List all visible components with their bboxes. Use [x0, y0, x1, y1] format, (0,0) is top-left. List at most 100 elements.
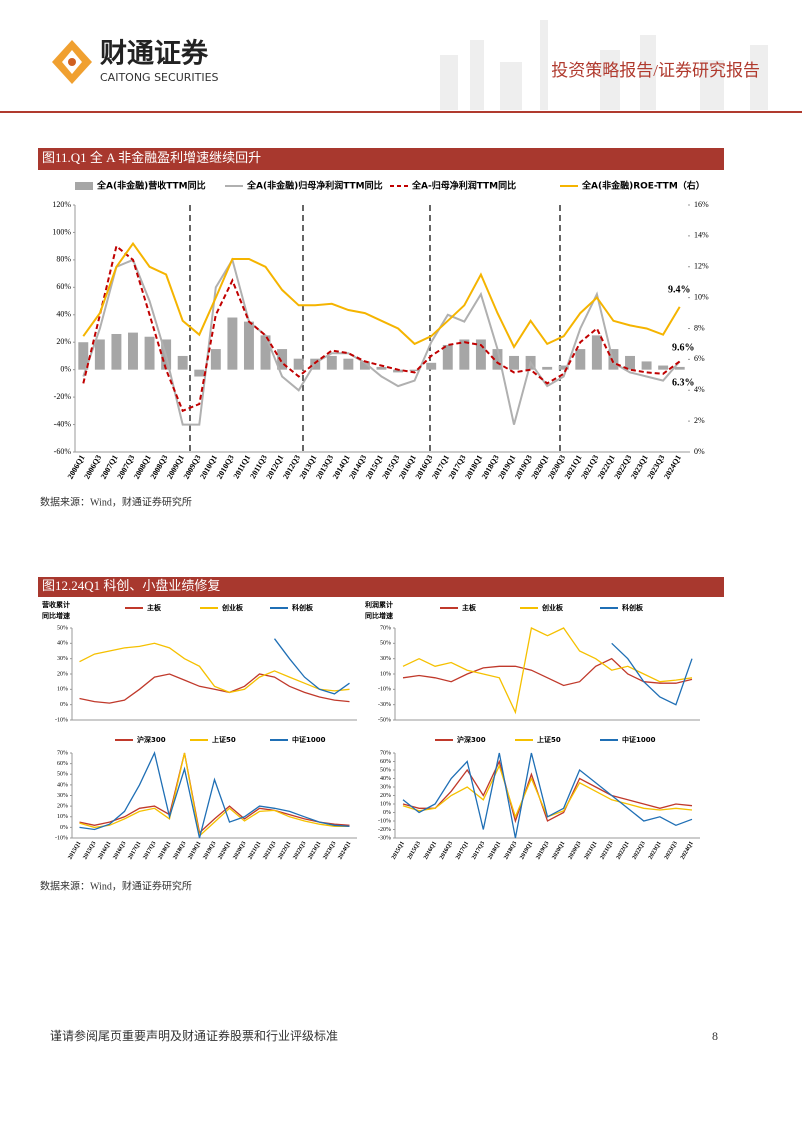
skyline — [440, 20, 768, 110]
x-tick-label: 2016Q1 — [423, 841, 438, 861]
bar — [591, 335, 602, 370]
y-axis-label: 利润累计 — [365, 600, 393, 609]
legend-label: 全A(非金融)ROE-TTM（右） — [581, 180, 705, 192]
line — [402, 764, 693, 819]
chart: -60% -40% -20% 0% 20% 40% 60% 80% 100% 120% 0% 2% 4%… — [52, 180, 709, 481]
bar — [359, 361, 370, 370]
y-tick-label: 10% — [57, 687, 68, 693]
bar — [509, 355, 520, 370]
x-tick-label: 2016Q3 — [112, 841, 127, 861]
y2-tick-label: 0% — [694, 447, 705, 456]
legend-label: 全A(非金融)归母净利润TTM同比 — [246, 180, 383, 192]
line — [402, 657, 693, 687]
legend-label: 创业板 — [541, 603, 564, 612]
x-tick-label: 2015Q1 — [67, 841, 82, 861]
y-tick-label: 30% — [57, 793, 68, 799]
bar — [492, 349, 503, 370]
brand: 财通证券 — [100, 38, 209, 70]
annotation: 9.4% — [668, 284, 691, 295]
y-tick-label: 40% — [56, 310, 71, 319]
x-tick-label: 2022Q3 — [292, 841, 307, 861]
bar — [243, 321, 254, 370]
y-tick-label: 60% — [380, 759, 391, 765]
bar — [343, 358, 354, 370]
x-tick-label: 2018Q3 — [172, 841, 187, 861]
legend-label: 全A-归母净利润TTM同比 — [411, 180, 516, 192]
bar — [542, 366, 553, 370]
x-tick-label: 2024Q1 — [337, 841, 352, 861]
y-tick-label: -20% — [378, 827, 391, 833]
caption-bar — [38, 577, 724, 597]
x-tick-label: 2023Q1 — [307, 841, 322, 861]
x-tick-label: 2022Q1 — [616, 841, 631, 861]
y-tick-label: 0% — [60, 825, 68, 831]
line — [79, 752, 350, 838]
bar — [194, 369, 205, 377]
figure-source: 数据来源：Wind，财通证券研究所 — [40, 495, 192, 508]
x-tick-label: 2020Q1 — [217, 841, 232, 861]
bar — [177, 355, 188, 370]
y-tick-label: 100% — [52, 227, 71, 236]
y-tick-label: 10% — [380, 671, 391, 677]
figure-source: 数据来源：Wind，财通证券研究所 — [40, 879, 192, 892]
x-tick-label: 2021Q3 — [600, 841, 615, 861]
bar — [94, 339, 105, 370]
annotation: 6.3% — [672, 377, 695, 388]
bar — [575, 349, 586, 370]
legend-swatch — [75, 182, 93, 190]
x-tick-label: 2019Q1 — [519, 841, 534, 861]
legend-label: 科创板 — [292, 603, 314, 612]
y2-tick-label: 2% — [694, 416, 705, 425]
y-tick-label: 70% — [380, 625, 391, 631]
y-tick-label: 50% — [57, 772, 68, 778]
y-tick-label: 50% — [380, 767, 391, 773]
figure-caption: 图12.24Q1 科创、小盘业绩修复 — [42, 578, 220, 593]
x-tick-label: 2018Q1 — [487, 841, 502, 861]
line — [273, 638, 350, 695]
caption-bar — [38, 148, 724, 170]
y-tick-label: 10% — [380, 801, 391, 807]
bar — [475, 339, 486, 370]
legend-label: 上证50 — [537, 735, 561, 744]
line — [402, 752, 693, 839]
x-tick-label: 2018Q3 — [503, 841, 518, 861]
bar — [210, 349, 221, 370]
x-tick-label: 2019Q3 — [202, 841, 217, 861]
legend-label: 主板 — [147, 603, 162, 612]
bar — [625, 355, 635, 370]
brand-en: CAITONG SECURITIES — [100, 71, 219, 84]
y-tick-label: 20% — [57, 804, 68, 810]
logo — [52, 40, 92, 84]
x-tick-label: 2016Q3 — [439, 841, 454, 861]
y-tick-label: 10% — [57, 814, 68, 820]
y-tick-label: 70% — [380, 750, 391, 756]
y-tick-label: 30% — [380, 784, 391, 790]
x-tick-label: 2022Q1 — [277, 841, 292, 861]
y-tick-label: 20% — [380, 793, 391, 799]
bar — [293, 358, 304, 370]
y-tick-label: -60% — [54, 447, 72, 456]
y-tick-label: -10% — [378, 818, 391, 824]
bar — [442, 344, 453, 370]
legend-label: 沪深300 — [137, 735, 166, 744]
y-tick-label: -50% — [378, 717, 391, 723]
chart: -10%0%10%20%30%40%50%60%70%2015Q1 2015Q3 2… — [55, 735, 357, 861]
y-tick-label: 120% — [52, 200, 71, 209]
chart: -30% -20% -10% 0% 10% 20% 30% 40% 50% 60% 70% 2015Q… — [378, 735, 700, 861]
y-axis-label: 营收累计 — [42, 600, 70, 609]
bar — [658, 365, 669, 370]
x-tick-label: 2017Q3 — [471, 841, 486, 861]
x-tick-label: 2021Q1 — [584, 841, 599, 861]
y-tick-label: 40% — [380, 776, 391, 782]
bar — [376, 366, 387, 370]
y2-tick-label: 12% — [694, 262, 709, 271]
y-tick-label: 60% — [57, 761, 68, 767]
y-tick-label: -20% — [54, 392, 72, 401]
bar — [277, 349, 288, 370]
y-tick-label: 0% — [60, 702, 68, 708]
y-tick-label: 30% — [380, 656, 391, 662]
period-dividers — [189, 205, 561, 452]
